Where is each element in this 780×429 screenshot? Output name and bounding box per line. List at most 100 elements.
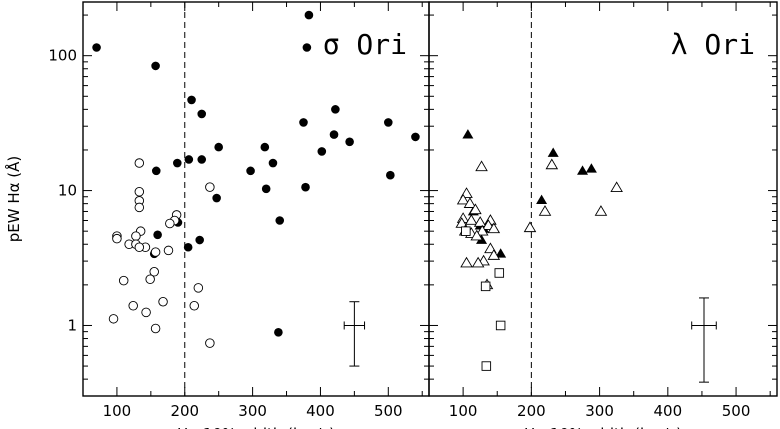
data-point-open-circle — [128, 301, 138, 311]
data-point-filled-circle — [299, 118, 308, 127]
data-point-filled-triangle — [495, 248, 507, 258]
data-point-open-circle — [165, 218, 175, 229]
plot-frame — [82, 1, 430, 397]
data-point-open-circle — [149, 267, 159, 277]
data-point-filled-circle — [268, 158, 278, 168]
data-point-open-triangle — [523, 221, 537, 233]
x-tick-label: 200 — [517, 402, 546, 420]
data-point-filled-circle — [261, 184, 271, 194]
data-point-filled-triangle — [536, 194, 548, 204]
data-point-filled-circle — [153, 230, 162, 240]
data-point-open-triangle — [470, 229, 484, 241]
data-point-open-triangle — [463, 197, 477, 208]
x-axis-title: Hα 10% width (km/s) — [524, 425, 682, 429]
x-axis-title: Hα 10% width (km/s) — [177, 425, 335, 429]
data-point-open-square — [481, 361, 492, 371]
data-point-open-triangle — [487, 222, 501, 234]
data-point-open-triangle — [471, 256, 485, 268]
data-point-filled-circle — [212, 193, 221, 203]
data-point-open-circle — [134, 242, 145, 253]
data-point-open-triangle — [475, 224, 489, 236]
x-tick-label: 400 — [654, 402, 683, 420]
data-point-open-circle — [134, 187, 145, 197]
panel-sigma-ori: 100 200 300 400 500 1 10 100 Hα 10% width (km/s)… — [48, 1, 430, 429]
x-tick-label: 200 — [170, 402, 199, 420]
data-point-open-triangle — [545, 158, 559, 170]
data-point-filled-circle — [92, 43, 101, 52]
data-point-filled-triangle — [547, 147, 559, 157]
data-point-filled-circle — [317, 147, 327, 156]
y-tick-label: 100 — [48, 47, 77, 65]
data-point-open-triangle — [465, 214, 478, 225]
data-point-open-circle — [205, 182, 215, 192]
data-point-open-square — [494, 268, 505, 278]
data-point-filled-circle — [187, 95, 196, 105]
data-point-filled-circle — [184, 155, 194, 164]
y-tick-label: 10 — [58, 182, 77, 200]
x-tick-label: 500 — [374, 402, 403, 420]
data-point-open-circle — [141, 307, 151, 318]
data-point-filled-triangle — [585, 163, 597, 173]
x-tick-label: 100 — [449, 402, 478, 420]
data-point-filled-circle — [151, 61, 160, 71]
data-point-open-circle — [112, 233, 122, 244]
data-point-filled-circle — [151, 166, 161, 176]
data-point-open-triangle — [487, 249, 501, 260]
panel-label: λ Ori — [671, 28, 755, 61]
data-point-filled-circle — [301, 182, 310, 192]
data-point-filled-circle — [214, 142, 223, 152]
data-point-open-circle — [118, 275, 129, 286]
data-point-open-triangle — [469, 203, 482, 215]
panel-label: σ Ori — [323, 28, 407, 61]
data-point-open-triangle — [594, 205, 608, 216]
data-point-filled-triangle — [462, 129, 474, 139]
data-point-open-square — [461, 226, 471, 236]
data-point-open-square — [480, 281, 491, 292]
data-point-filled-circle — [329, 130, 339, 139]
data-point-open-triangle — [475, 160, 488, 172]
data-point-open-circle — [189, 301, 200, 311]
data-point-filled-circle — [197, 109, 207, 119]
data-point-filled-circle — [386, 170, 395, 180]
data-point-filled-circle — [345, 137, 354, 147]
data-point-filled-circle — [304, 10, 314, 20]
data-point-open-circle — [205, 338, 215, 348]
data-point-open-triangle — [538, 205, 552, 216]
data-point-filled-circle — [260, 142, 270, 152]
data-point-open-circle — [108, 314, 119, 324]
x-tick-label: 300 — [585, 402, 614, 420]
data-point-filled-triangle — [577, 165, 589, 175]
data-point-open-circle — [150, 247, 161, 257]
data-point-filled-circle — [274, 327, 283, 337]
x-tick-label: 100 — [103, 402, 132, 420]
data-point-filled-circle — [197, 155, 207, 164]
panel-lambda-ori: 100 200 300 400 500 Hα 10% width (km/s) λ Ori — [428, 1, 778, 429]
data-point-open-circle — [134, 202, 145, 213]
data-point-filled-circle — [195, 235, 204, 245]
data-point-filled-circle — [173, 158, 182, 168]
data-point-open-circle — [158, 296, 168, 307]
data-point-open-triangle — [456, 193, 470, 205]
x-tick-label: 400 — [306, 402, 335, 420]
data-point-filled-circle — [275, 216, 285, 225]
data-point-open-circle — [134, 158, 145, 168]
data-point-open-circle — [131, 231, 141, 241]
data-point-open-square — [495, 320, 506, 331]
data-point-open-triangle — [610, 181, 623, 193]
data-point-open-triangle — [473, 216, 487, 227]
plot-frame — [428, 1, 778, 397]
x-tick-label: 300 — [238, 402, 267, 420]
x-tick-label: 500 — [722, 402, 751, 420]
data-point-filled-circle — [183, 242, 193, 252]
data-point-open-circle — [145, 274, 155, 285]
y-axis-title: pEW Hα (Å) — [4, 156, 23, 243]
data-point-filled-circle — [302, 43, 312, 52]
data-point-open-circle — [150, 323, 161, 334]
data-point-open-circle — [193, 283, 204, 293]
data-point-open-circle — [163, 245, 174, 256]
y-tick-label: 1 — [67, 316, 77, 334]
data-point-filled-circle — [411, 132, 420, 142]
data-point-filled-circle — [383, 118, 393, 127]
data-point-filled-circle — [331, 105, 340, 114]
